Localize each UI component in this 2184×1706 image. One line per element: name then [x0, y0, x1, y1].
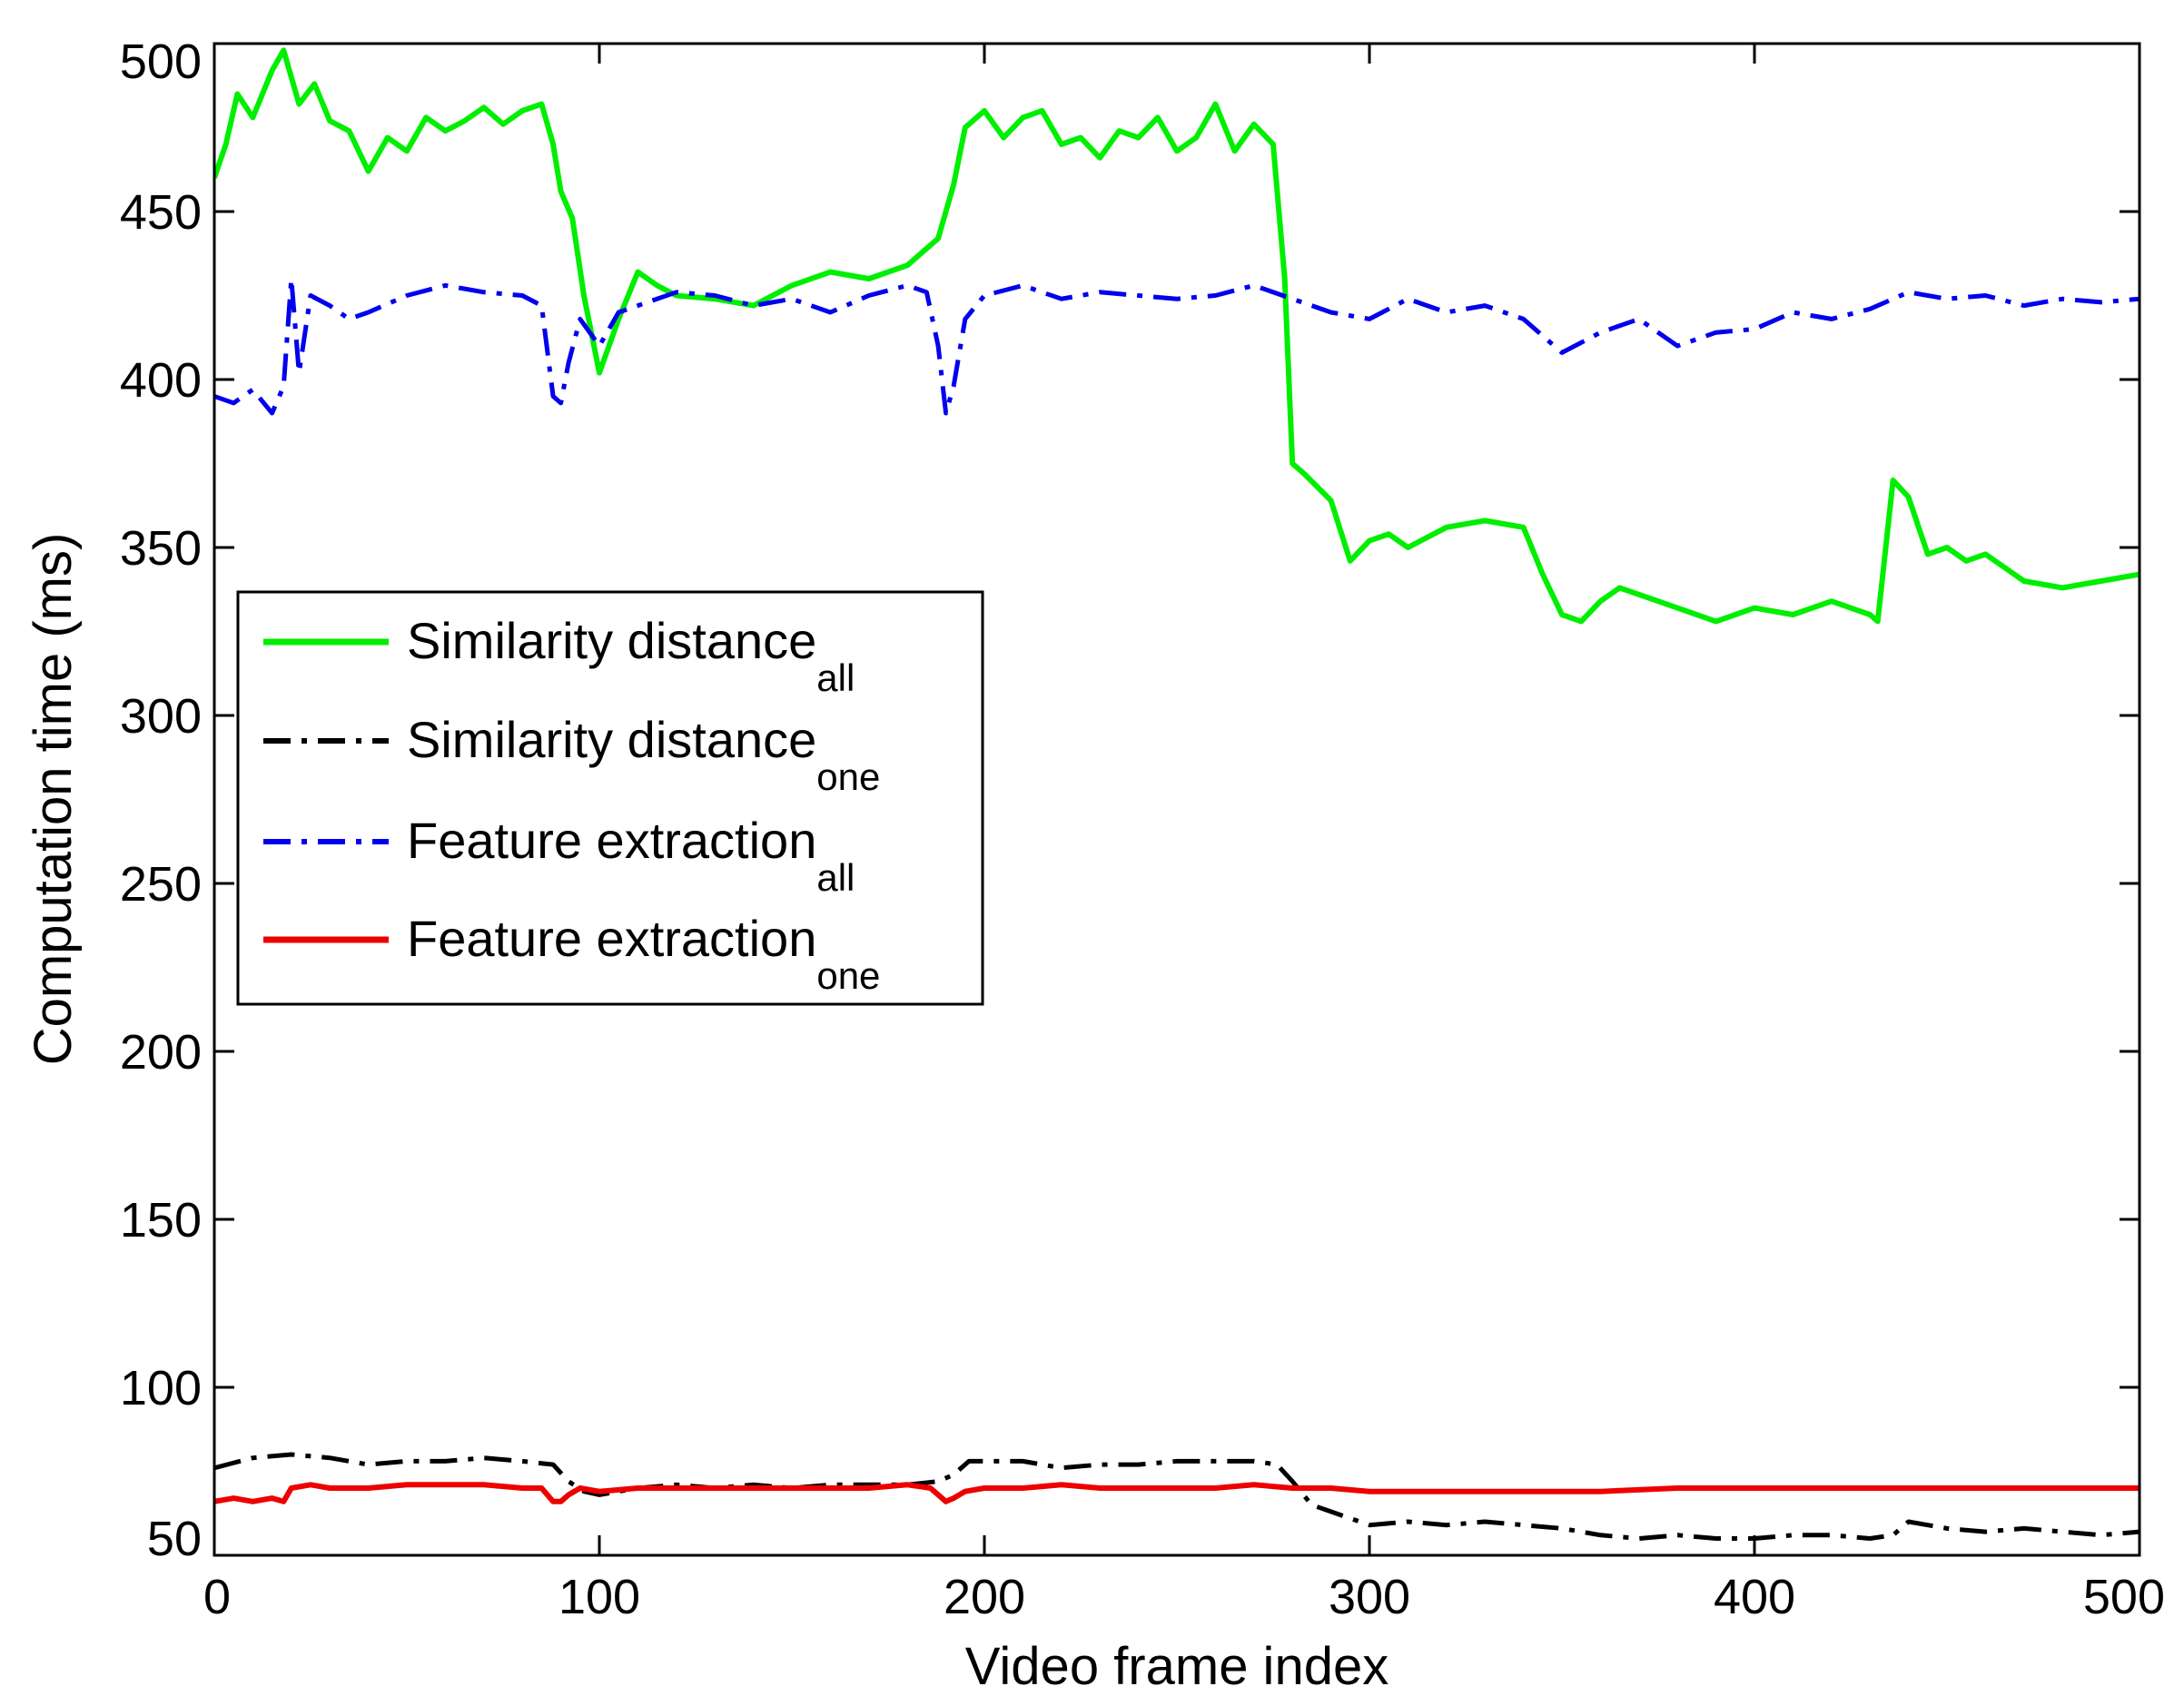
legend-label-0: Similarity distanceall	[407, 612, 855, 699]
legend-label-3: Feature extractionone	[407, 910, 880, 997]
ticks-layer: 0 100 200 300 400 500 50 100 150 200 250 300 350 400 4…	[120, 35, 2165, 1624]
y-tick-label: 250	[120, 857, 202, 912]
y-tick-label: 300	[120, 689, 202, 744]
legend-box	[236, 590, 984, 1006]
y-tick-label: 350	[120, 521, 202, 576]
plot-area-frame	[212, 42, 2141, 1557]
series-line-3	[214, 1482, 2140, 1504]
x-tick-label: 500	[2083, 1570, 2165, 1624]
y-axis-label: Computation time (ms)	[24, 533, 83, 1066]
x-tick-label: 0	[203, 1570, 231, 1624]
series-layer	[214, 47, 2140, 1541]
y-tick-label: 100	[120, 1361, 202, 1415]
y-tick-label: 400	[120, 353, 202, 408]
series-line-0	[214, 47, 2140, 625]
y-tick-label: 500	[120, 35, 202, 89]
series-line-1	[214, 1452, 2140, 1541]
legend-label-1: Similarity distanceone	[407, 711, 880, 798]
x-tick-label: 200	[944, 1570, 1025, 1624]
y-tick-label: 150	[120, 1193, 202, 1247]
x-tick-label: 300	[1329, 1570, 1410, 1624]
x-tick-label: 100	[558, 1570, 640, 1624]
series-line-2	[214, 276, 2140, 416]
legend: Similarity distanceall Similarity distanc…	[236, 590, 984, 1006]
x-tick-label: 400	[1714, 1570, 1795, 1624]
y-tick-label: 450	[120, 185, 202, 240]
y-tick-label: 50	[147, 1512, 202, 1566]
x-axis-label: Video frame index	[965, 1637, 1388, 1696]
legend-label-2: Feature extractionall	[407, 812, 855, 899]
y-tick-label: 200	[120, 1025, 202, 1080]
